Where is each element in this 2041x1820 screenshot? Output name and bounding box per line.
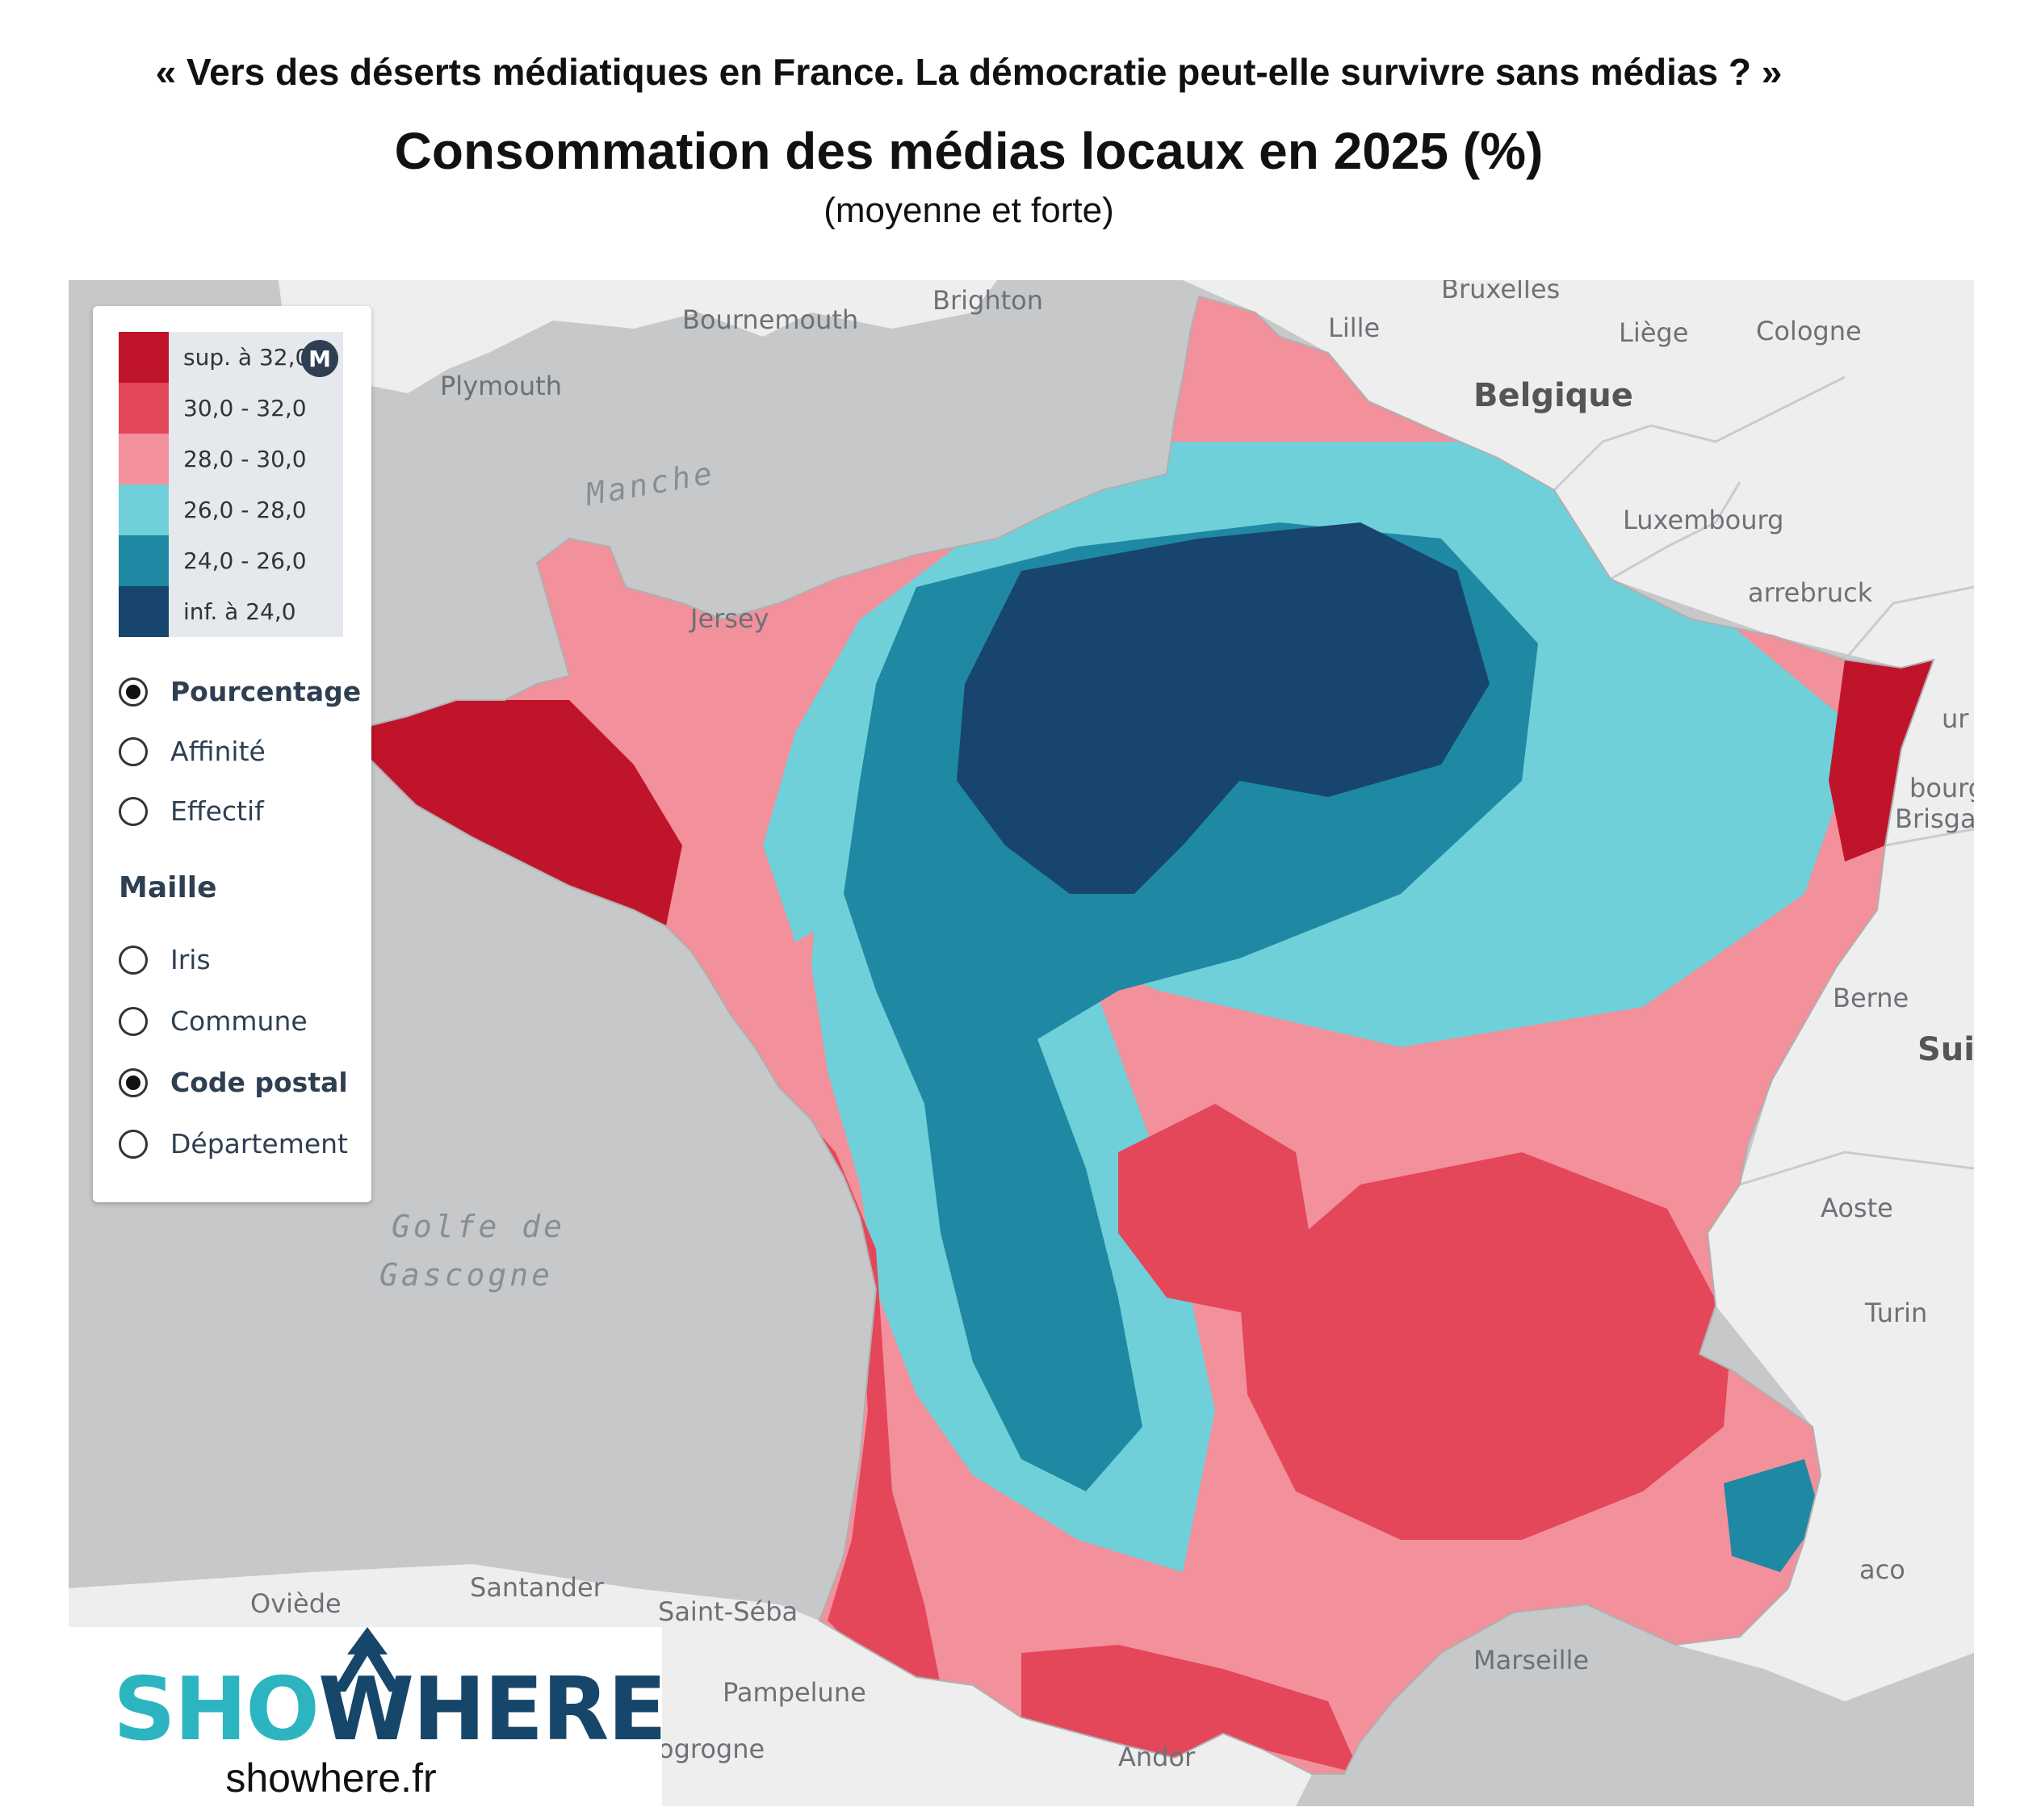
radio-departement[interactable]: Département — [119, 1128, 348, 1160]
label-suisse: Suis — [1917, 1031, 1974, 1068]
label-liege: Liège — [1619, 317, 1689, 348]
radio-label: Affinité — [170, 736, 266, 767]
legend-swatch — [119, 383, 169, 434]
mesh-section-title: Maille — [119, 871, 217, 904]
label-oviede: Oviède — [250, 1588, 342, 1619]
label-cologne: Cologne — [1756, 316, 1862, 346]
radio-pourcentage[interactable]: Pourcentage — [119, 676, 361, 707]
label-pampelune: Pampelune — [723, 1677, 866, 1708]
zone-cote-ouest[interactable] — [779, 1088, 941, 1685]
label-belgique: Belgique — [1473, 377, 1633, 414]
legend-class: 26,0 - 28,0 — [119, 484, 343, 535]
legend-swatch — [119, 586, 169, 637]
radio-label: Commune — [170, 1005, 308, 1037]
label-bruxelles: Bruxelles — [1441, 280, 1561, 304]
radio-label: Pourcentage — [170, 676, 362, 707]
suptitle: « Vers des déserts médiatiques en France… — [155, 51, 1783, 93]
label-monaco: aco — [1859, 1554, 1905, 1585]
legend-panel: sup. à 32,0 30,0 - 32,0 28,0 - 30,0 26,0… — [93, 306, 371, 1202]
label-brighton: Brighton — [932, 285, 1043, 316]
belgium-germany-land — [1183, 280, 1974, 1701]
logo-arrow-icon — [334, 1627, 400, 1692]
logo-part-sho: SHO — [113, 1659, 320, 1760]
map-frame[interactable]: Bruxelles Brighton Bournemouth Lille Liè… — [69, 280, 1974, 1806]
radio-effectif[interactable]: Effectif — [119, 795, 264, 827]
radio-label: Code postal — [170, 1067, 348, 1098]
legend-swatch — [119, 332, 169, 383]
legend-label: 24,0 - 26,0 — [183, 547, 307, 574]
choropleth[interactable] — [335, 442, 1934, 1774]
radio-commune[interactable]: Commune — [119, 1005, 308, 1037]
legend-class: 30,0 - 32,0 — [119, 383, 343, 434]
radio-icon[interactable] — [119, 1129, 148, 1159]
label-sarrebruck: arrebruck — [1748, 577, 1873, 608]
zone-rhone-alpes[interactable] — [1239, 1152, 1732, 1540]
label-marseille: Marseille — [1473, 1645, 1590, 1675]
radio-icon[interactable] — [119, 945, 148, 975]
legend-label: 26,0 - 28,0 — [183, 497, 307, 523]
legend-scale: sup. à 32,0 30,0 - 32,0 28,0 - 30,0 26,0… — [119, 332, 343, 637]
legend-label: sup. à 32,0 — [183, 344, 310, 371]
legend-class: 24,0 - 26,0 — [119, 535, 343, 586]
legend-class: sup. à 32,0 — [119, 332, 343, 383]
radio-selected-icon[interactable] — [119, 677, 148, 707]
label-golfe: Golfe de — [392, 1209, 566, 1244]
legend-class: inf. à 24,0 — [119, 586, 343, 637]
label-jersey: Jersey — [690, 603, 769, 634]
zone-massif-central[interactable] — [1118, 1104, 1312, 1314]
chart-title: Consommation des médias locaux en 2025 (… — [394, 122, 1544, 180]
label-fribourg: bourg — [1909, 773, 1974, 803]
label-strasbourg: ur — [1942, 703, 1969, 734]
label-lille: Lille — [1328, 312, 1381, 343]
zone-bretagne[interactable] — [335, 700, 682, 926]
label-bournemouth: Bournemouth — [682, 304, 859, 335]
radio-code-postal[interactable]: Code postal — [119, 1067, 348, 1098]
zone-alsace[interactable] — [1829, 660, 1934, 862]
radio-icon[interactable] — [119, 736, 148, 766]
label-turin: Turin — [1865, 1298, 1928, 1328]
legend-swatch — [119, 484, 169, 535]
label-berne: Berne — [1833, 983, 1909, 1013]
radio-label: Département — [170, 1128, 348, 1160]
radio-icon[interactable] — [119, 796, 148, 826]
label-saint-sebastien: Saint-Séba — [658, 1596, 798, 1627]
logo-part-where: WHERE — [317, 1659, 667, 1760]
zone-pyrenees[interactable] — [1021, 1645, 1360, 1774]
brand-url[interactable]: showhere.fr — [225, 1755, 437, 1801]
map-svg[interactable] — [69, 280, 1974, 1806]
radio-label: Effectif — [170, 795, 264, 827]
legend-class: 28,0 - 30,0 — [119, 434, 343, 484]
radio-affinite[interactable]: Affinité — [119, 736, 266, 767]
label-luxembourg: Luxembourg — [1623, 505, 1784, 535]
label-brisgau: Brisga — [1895, 803, 1974, 834]
brand-block: SHOWHERE showhere.fr — [0, 1627, 667, 1820]
radio-iris[interactable]: Iris — [119, 944, 211, 975]
zone-cote-azur[interactable] — [1724, 1459, 1821, 1572]
m-badge-icon[interactable]: M — [301, 340, 338, 377]
chart-subtitle: (moyenne et forte) — [824, 191, 1114, 230]
country-borders — [1553, 375, 1974, 1186]
legend-label: 28,0 - 30,0 — [183, 446, 307, 472]
legend-swatch — [119, 535, 169, 586]
england-land — [262, 280, 997, 442]
label-santander: Santander — [470, 1572, 604, 1603]
legend-label: 30,0 - 32,0 — [183, 395, 307, 421]
zone-paris-dark[interactable] — [957, 522, 1490, 894]
legend-label: inf. à 24,0 — [183, 598, 296, 625]
legend-swatch — [119, 434, 169, 484]
label-gascogne: Gascogne — [379, 1257, 554, 1293]
label-plymouth: Plymouth — [440, 371, 562, 401]
radio-label: Iris — [170, 944, 211, 975]
showhere-logo: SHOWHERE — [113, 1659, 667, 1760]
radio-icon[interactable] — [119, 1006, 148, 1036]
label-logrogne: ogrogne — [658, 1734, 765, 1764]
label-andorre: Andor — [1118, 1742, 1196, 1772]
label-aoste: Aoste — [1821, 1193, 1893, 1223]
radio-selected-icon[interactable] — [119, 1067, 148, 1097]
